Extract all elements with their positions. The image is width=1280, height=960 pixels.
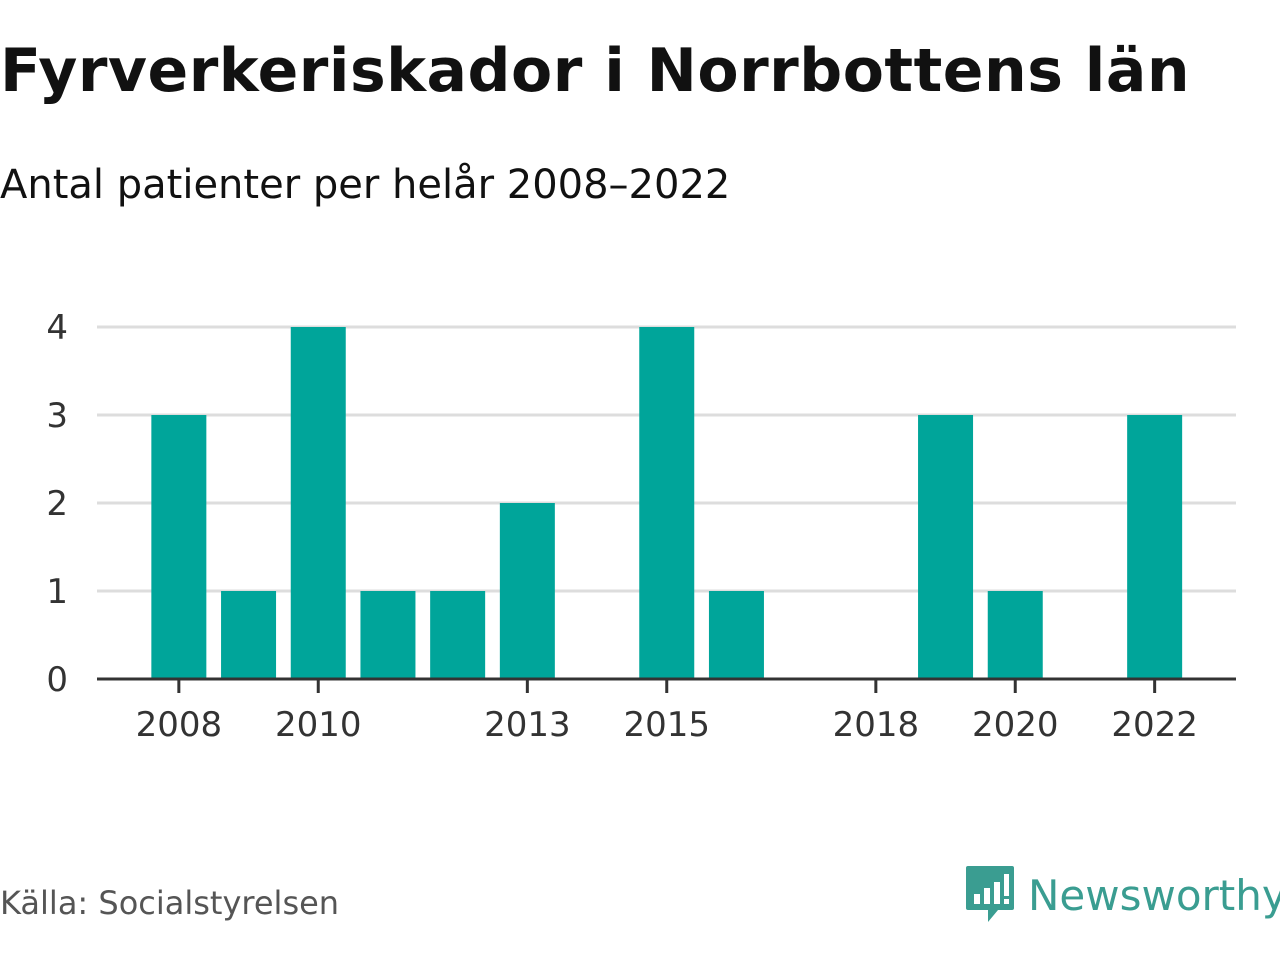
- x-axis: 2008 2010 2013 2015 2018 2020 2022: [97, 677, 1236, 745]
- bar-chart-speech-bubble-icon: [966, 866, 1014, 922]
- x-tick-label: 2015: [623, 705, 710, 745]
- bar-2009: [221, 591, 277, 679]
- bar-2013: [499, 503, 555, 679]
- y-axis-ticks: 0 1 2 3 4: [46, 308, 68, 700]
- y-tick-label: 0: [46, 660, 68, 700]
- y-tick-label: 3: [46, 396, 68, 436]
- bar-2019: [918, 415, 974, 679]
- brand-name: Newsworthy: [1028, 870, 1280, 920]
- x-tick-label: 2010: [275, 705, 362, 745]
- bars: [151, 327, 1183, 679]
- x-tick-label: 2008: [136, 705, 223, 745]
- x-tick-label: 2020: [972, 705, 1059, 745]
- chart-subtitle: Antal patienter per helår 2008–2022: [0, 162, 731, 208]
- bar-2016: [708, 591, 764, 679]
- y-tick-label: 1: [46, 572, 68, 612]
- bar-2020: [987, 591, 1043, 679]
- bar-2012: [430, 591, 486, 679]
- bar-2010: [290, 327, 346, 679]
- chart-title: Fyrverkeriskador i Norrbottens län: [0, 36, 1191, 106]
- x-tick-label: 2018: [833, 705, 920, 745]
- bar-2011: [360, 591, 416, 679]
- y-tick-label: 2: [46, 484, 68, 524]
- brand-logo: Newsworthy: [964, 864, 1280, 926]
- x-tick-label: 2013: [484, 705, 571, 745]
- bar-2008: [151, 415, 207, 679]
- y-tick-label: 4: [46, 308, 68, 348]
- source-note: Källa: Socialstyrelsen: [0, 884, 340, 922]
- x-tick-label: 2022: [1111, 705, 1198, 745]
- bar-2022: [1127, 415, 1183, 679]
- bar-2015: [639, 327, 695, 679]
